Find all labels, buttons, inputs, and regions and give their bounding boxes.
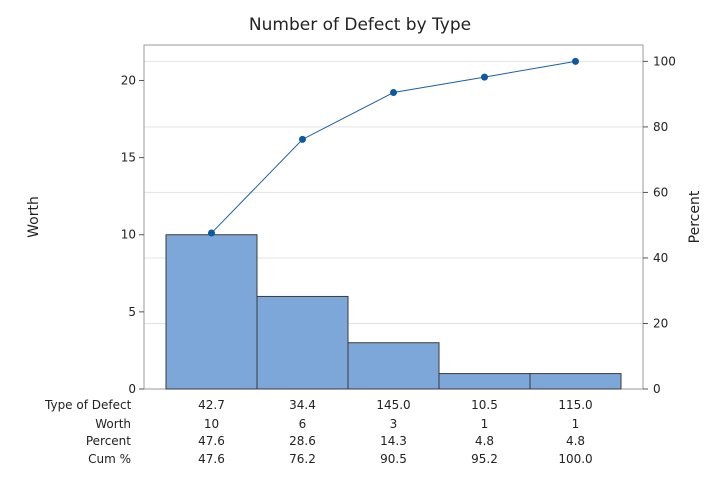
y-tick-label: 20 xyxy=(121,73,136,87)
y-tick-label: 5 xyxy=(128,305,136,319)
cumulative-line-group xyxy=(208,57,579,237)
y2-tick-label: 100 xyxy=(653,54,676,68)
table-cum-cell: 76.2 xyxy=(289,452,316,466)
y2-tick-label: 20 xyxy=(653,316,668,330)
table-worth-cell: 3 xyxy=(390,417,398,431)
category-tick-label: 34.4 xyxy=(289,398,316,412)
y2-tick-label: 40 xyxy=(653,251,668,265)
y-tick-label: 0 xyxy=(128,382,136,396)
bar xyxy=(347,342,440,390)
y2-axis-ticks: 0 20 40 60 80 100 xyxy=(643,54,676,396)
table-worth-cell: 1 xyxy=(481,417,489,431)
table-percent-cell: 14.3 xyxy=(380,434,407,448)
table-row-label: Cum % xyxy=(88,452,131,466)
bars-group xyxy=(165,234,622,390)
bar xyxy=(256,295,349,390)
bar xyxy=(165,234,258,390)
table-row-label: Percent xyxy=(86,434,131,448)
cumulative-point xyxy=(390,89,397,97)
cumulative-line xyxy=(211,60,576,234)
table-percent-cell: 4.8 xyxy=(475,434,494,448)
table-cum-cell: 47.6 xyxy=(198,452,225,466)
table-percent-cell: 4.8 xyxy=(566,434,585,448)
y-axis-ticks: 0 5 10 15 20 xyxy=(121,73,144,396)
table-cum-cell: 100.0 xyxy=(558,452,592,466)
table-worth-cell: 10 xyxy=(204,417,219,431)
table-cum-cell: 95.2 xyxy=(471,452,498,466)
pareto-table: Type of Defect Worth Percent Cum % 42.7 34.4 1… xyxy=(44,398,593,466)
y-axis-label: Worth xyxy=(26,196,42,238)
cumulative-point xyxy=(572,57,579,65)
chart-title: Number of Defect by Type xyxy=(249,15,471,35)
table-worth-cell: 6 xyxy=(299,417,307,431)
y-tick-label: 15 xyxy=(121,151,136,165)
table-percent-cell: 28.6 xyxy=(289,434,316,448)
category-tick-label: 10.5 xyxy=(471,398,498,412)
table-cum-cell: 90.5 xyxy=(380,452,407,466)
y2-tick-label: 60 xyxy=(653,185,668,199)
y-tick-label: 10 xyxy=(121,228,136,242)
table-percent-cell: 47.6 xyxy=(198,434,225,448)
bar xyxy=(529,373,622,390)
cumulative-point xyxy=(299,135,306,143)
cumulative-point xyxy=(481,73,488,81)
y2-tick-label: 0 xyxy=(653,382,661,396)
y2-axis-label: Percent xyxy=(687,190,703,243)
category-tick-label: 145.0 xyxy=(376,398,410,412)
y2-tick-label: 80 xyxy=(653,120,668,134)
table-row-label: Type of Defect xyxy=(44,398,132,412)
cumulative-point xyxy=(208,229,215,237)
category-tick-label: 115.0 xyxy=(558,398,592,412)
table-worth-cell: 1 xyxy=(572,417,580,431)
category-tick-label: 42.7 xyxy=(198,398,225,412)
bar xyxy=(438,373,531,390)
table-row-label: Worth xyxy=(95,417,131,431)
